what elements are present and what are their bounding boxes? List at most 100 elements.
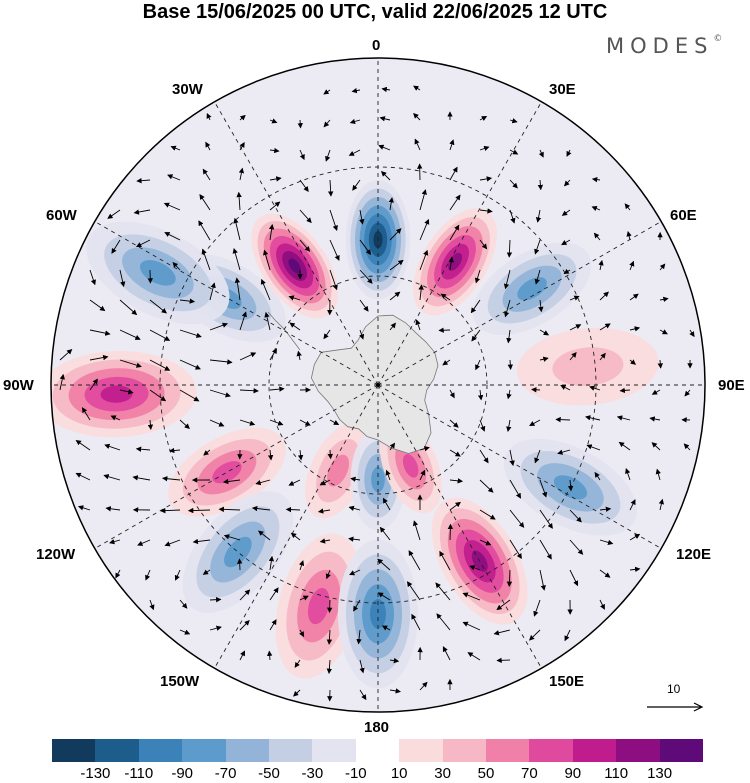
wind-vector [659, 296, 669, 303]
wind-vector [299, 419, 311, 426]
wind-vector [326, 599, 333, 614]
wind-vector [629, 293, 639, 301]
wind-vector [479, 208, 493, 214]
wind-vector [203, 449, 211, 456]
wind-vector [616, 415, 631, 421]
wind-vector [135, 446, 151, 452]
wind-vector [77, 505, 91, 511]
wind-vector [239, 114, 246, 121]
meridian-line [214, 384, 379, 669]
wind-vector [327, 179, 334, 197]
wind-vector [187, 507, 211, 514]
wind-vector [418, 284, 424, 301]
wind-vector [359, 689, 367, 701]
lon-label-60e: 60E [670, 207, 697, 224]
wind-vectors [59, 85, 695, 702]
meridian-line [377, 384, 662, 549]
wind-vector [479, 479, 494, 493]
wind-vector [449, 419, 459, 428]
wind-vector [89, 329, 111, 336]
wind-vector [564, 629, 571, 642]
wind-vector [389, 259, 404, 271]
wind-vector [589, 385, 601, 391]
wind-vector [238, 167, 245, 181]
wind-vector [449, 224, 460, 241]
lon-label-30e: 30E [549, 81, 576, 98]
wind-vector [566, 149, 572, 157]
wind-vector [657, 359, 663, 369]
wind-vector [629, 499, 636, 511]
wind-vector [269, 386, 285, 392]
wind-vector [109, 539, 121, 545]
wind-vector [506, 569, 513, 588]
wind-vector [561, 239, 571, 246]
wind-vector [563, 268, 571, 275]
wind-vector [585, 415, 601, 421]
wind-vector [567, 479, 574, 492]
wind-vector [132, 475, 151, 481]
wind-vector [389, 322, 396, 331]
wind-vector [115, 569, 121, 579]
wind-vector [659, 263, 666, 271]
antarctic-peninsula [267, 311, 301, 351]
wind-vector [378, 144, 391, 151]
wind-vector [179, 419, 190, 430]
wind-vector [569, 509, 582, 523]
positive-anomaly-contour [212, 461, 242, 484]
colorbar-tick-label: -50 [258, 765, 280, 782]
pole-marker [376, 383, 380, 387]
wind-vector [449, 501, 461, 511]
wind-vector [237, 558, 243, 571]
lon-label-0: 0 [372, 37, 381, 54]
wind-vector [539, 569, 546, 591]
wind-vector [479, 145, 490, 152]
wind-vector [599, 291, 609, 301]
lon-label-90e: 90E [718, 377, 745, 394]
wind-vector [59, 373, 65, 391]
colorbar-swatch [95, 739, 139, 762]
wind-vector [449, 478, 464, 484]
wind-vector [266, 650, 273, 661]
colorbar-swatch [442, 739, 487, 762]
wind-vector [179, 359, 201, 370]
wind-vector [629, 566, 641, 573]
wind-vector [626, 230, 632, 241]
wind-vector [449, 194, 461, 211]
wind-vector [170, 145, 181, 151]
wind-vector [479, 539, 492, 546]
wind-vector [359, 329, 365, 340]
wind-vector [447, 523, 454, 541]
wind-vector [509, 149, 519, 155]
wind-vector [389, 442, 396, 451]
colorbar-swatch [399, 739, 443, 762]
wind-vector [288, 295, 301, 301]
wind-vector [569, 351, 577, 361]
wind-vector [359, 299, 369, 312]
wind-vector [509, 509, 525, 528]
wind-vector [414, 138, 421, 151]
wind-vector [149, 299, 167, 314]
positive-anomaly-contour [100, 385, 133, 403]
wind-vector [326, 629, 333, 645]
wind-vector [598, 259, 604, 271]
wind-vector [569, 539, 584, 555]
meridian-line [214, 101, 379, 386]
wind-vector [209, 389, 231, 398]
wind-vector [297, 449, 304, 461]
latitude-circle [268, 275, 488, 495]
wind-vector [104, 443, 121, 451]
negative-anomaly-contour [371, 466, 385, 493]
wind-vector [239, 619, 250, 631]
wind-vector [569, 324, 582, 331]
wind-vector [586, 444, 601, 451]
wind-vector [269, 619, 277, 631]
wind-vector [209, 322, 228, 331]
wind-vector [496, 599, 511, 611]
wind-vector [350, 476, 361, 482]
wind-vector [509, 479, 522, 499]
negative-anomaly-contour [369, 599, 387, 629]
wind-vector [89, 378, 98, 391]
wind-vector [535, 209, 542, 223]
wind-vector [599, 539, 614, 545]
